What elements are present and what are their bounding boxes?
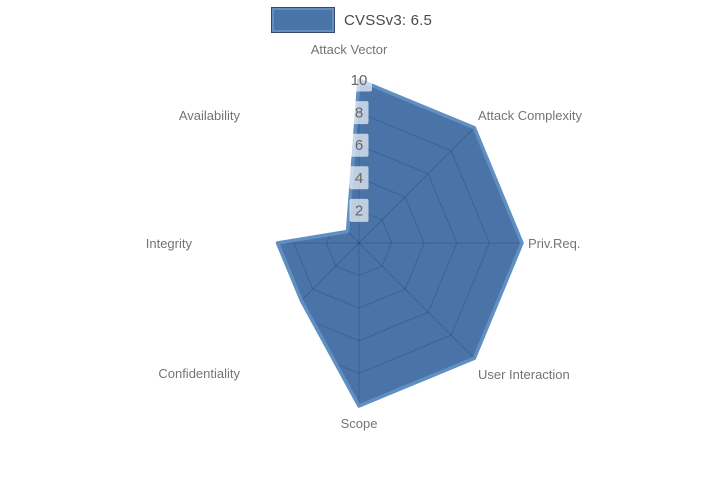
radar-series-fill [277,80,522,406]
axis-label-user-interaction: User Interaction [478,367,570,382]
tick-label-10: 10 [351,72,368,89]
legend-label: CVSSv3: 6.5 [344,11,433,29]
axis-spoke [277,127,360,244]
axis-label-attack-vector: Attack Vector [311,42,388,57]
axis-label-confidentiality: Confidentiality [158,366,240,381]
axis-label-scope: Scope [341,416,378,431]
radial-tick-labels: 2 4 6 8 10 [346,68,372,222]
tick-chip [349,133,369,157]
axis-label-priv-req: Priv.Req. [528,236,581,251]
legend-item[interactable]: CVSSv3: 6.5 [272,8,432,32]
tick-label-8: 8 [355,105,363,122]
tick-label-4: 4 [355,170,363,187]
axis-label-attack-complexity: Attack Complexity [478,108,583,123]
axis-spoke [358,127,475,244]
axis-label-availability: Availability [179,108,241,123]
tick-chip [349,101,369,125]
tick-chip [349,198,369,222]
radar-series-outline [275,78,524,408]
tick-label-2: 2 [355,202,363,219]
tick-chip [346,68,372,92]
axis-label-integrity: Integrity [146,236,193,251]
tick-chip [349,166,369,190]
tick-label-6: 6 [355,137,363,154]
grid-ring [277,112,490,374]
legend-swatch-icon [272,8,334,32]
axis-spoke [358,242,475,359]
